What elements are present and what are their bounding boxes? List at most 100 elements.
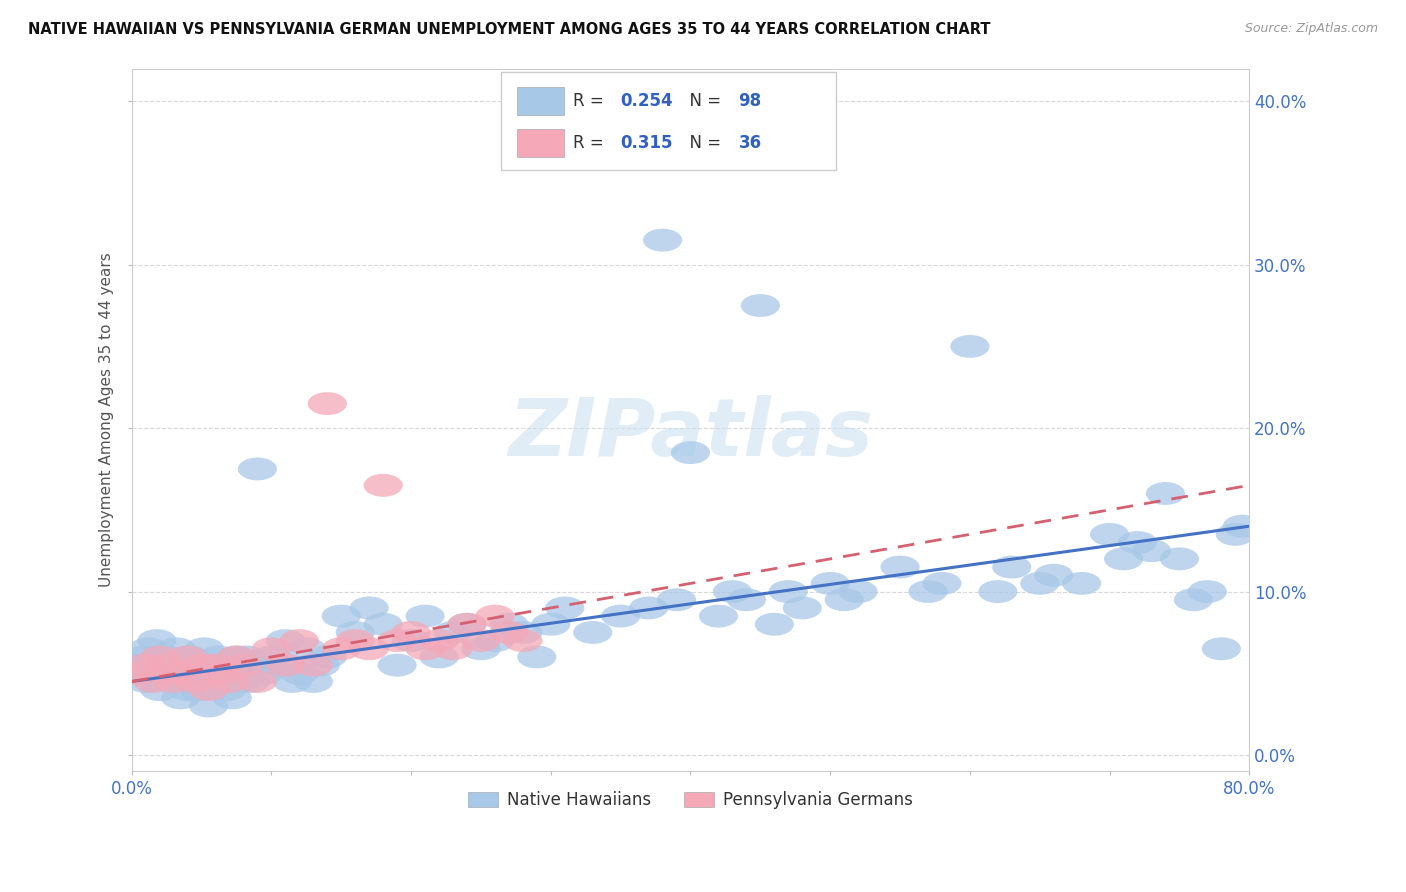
Ellipse shape	[195, 654, 235, 676]
Ellipse shape	[727, 589, 766, 611]
Ellipse shape	[378, 629, 416, 652]
Ellipse shape	[235, 654, 274, 676]
Ellipse shape	[405, 638, 444, 660]
Ellipse shape	[138, 629, 176, 652]
Ellipse shape	[179, 678, 218, 701]
Ellipse shape	[141, 646, 179, 668]
Text: 36: 36	[738, 134, 762, 153]
Ellipse shape	[419, 646, 458, 668]
Ellipse shape	[294, 670, 333, 693]
Ellipse shape	[193, 654, 232, 676]
Ellipse shape	[979, 580, 1018, 603]
Ellipse shape	[824, 589, 863, 611]
Ellipse shape	[120, 662, 159, 685]
Ellipse shape	[838, 580, 877, 603]
Ellipse shape	[252, 638, 291, 660]
Ellipse shape	[287, 638, 326, 660]
Ellipse shape	[1146, 482, 1185, 505]
Text: 0.254: 0.254	[620, 92, 672, 110]
Ellipse shape	[475, 629, 515, 652]
Ellipse shape	[141, 678, 179, 701]
Ellipse shape	[169, 678, 207, 701]
FancyBboxPatch shape	[517, 87, 564, 115]
Ellipse shape	[181, 662, 221, 685]
Ellipse shape	[405, 605, 444, 628]
Ellipse shape	[120, 654, 159, 676]
Text: ZIPatlas: ZIPatlas	[508, 395, 873, 473]
Ellipse shape	[1202, 638, 1241, 660]
Ellipse shape	[209, 670, 249, 693]
Ellipse shape	[221, 670, 260, 693]
Ellipse shape	[1216, 523, 1256, 546]
Ellipse shape	[280, 629, 319, 652]
Ellipse shape	[447, 613, 486, 636]
Ellipse shape	[202, 662, 242, 685]
Ellipse shape	[503, 621, 543, 644]
Ellipse shape	[1062, 572, 1101, 595]
Ellipse shape	[224, 654, 263, 676]
Ellipse shape	[188, 695, 228, 717]
Ellipse shape	[1035, 564, 1073, 587]
Ellipse shape	[127, 670, 166, 693]
Ellipse shape	[266, 654, 305, 676]
Ellipse shape	[475, 605, 515, 628]
Ellipse shape	[419, 629, 458, 652]
Ellipse shape	[378, 654, 416, 676]
Ellipse shape	[364, 613, 402, 636]
Ellipse shape	[1132, 540, 1171, 562]
Ellipse shape	[184, 638, 224, 660]
Ellipse shape	[259, 654, 298, 676]
Ellipse shape	[628, 597, 668, 619]
Ellipse shape	[783, 597, 823, 619]
Ellipse shape	[699, 605, 738, 628]
Ellipse shape	[188, 678, 228, 701]
Ellipse shape	[993, 556, 1032, 579]
Text: NATIVE HAWAIIAN VS PENNSYLVANIA GERMAN UNEMPLOYMENT AMONG AGES 35 TO 44 YEARS CO: NATIVE HAWAIIAN VS PENNSYLVANIA GERMAN U…	[28, 22, 991, 37]
Ellipse shape	[174, 670, 214, 693]
Ellipse shape	[226, 646, 266, 668]
Ellipse shape	[162, 686, 200, 709]
Ellipse shape	[1174, 589, 1213, 611]
Ellipse shape	[174, 654, 214, 676]
Ellipse shape	[134, 662, 172, 685]
Ellipse shape	[252, 646, 291, 668]
Ellipse shape	[741, 294, 780, 317]
Ellipse shape	[301, 654, 340, 676]
Ellipse shape	[336, 621, 375, 644]
Ellipse shape	[169, 646, 207, 668]
Ellipse shape	[224, 662, 263, 685]
Ellipse shape	[1104, 548, 1143, 570]
Ellipse shape	[1118, 531, 1157, 554]
FancyBboxPatch shape	[517, 129, 564, 157]
Ellipse shape	[574, 621, 612, 644]
Ellipse shape	[129, 638, 169, 660]
Ellipse shape	[391, 629, 430, 652]
Ellipse shape	[531, 613, 571, 636]
Ellipse shape	[461, 629, 501, 652]
Ellipse shape	[880, 556, 920, 579]
Ellipse shape	[447, 613, 486, 636]
Ellipse shape	[217, 646, 256, 668]
Text: 98: 98	[738, 92, 762, 110]
Ellipse shape	[238, 458, 277, 481]
Ellipse shape	[162, 662, 200, 685]
Ellipse shape	[209, 654, 249, 676]
Ellipse shape	[811, 572, 849, 595]
FancyBboxPatch shape	[501, 72, 835, 170]
Ellipse shape	[713, 580, 752, 603]
Ellipse shape	[546, 597, 585, 619]
Ellipse shape	[489, 613, 529, 636]
Legend: Native Hawaiians, Pennsylvania Germans: Native Hawaiians, Pennsylvania Germans	[461, 784, 920, 816]
Ellipse shape	[336, 629, 375, 652]
Ellipse shape	[1090, 523, 1129, 546]
Ellipse shape	[671, 442, 710, 464]
Text: R =: R =	[574, 92, 609, 110]
Ellipse shape	[433, 621, 472, 644]
Ellipse shape	[273, 670, 312, 693]
Ellipse shape	[1160, 548, 1199, 570]
Ellipse shape	[127, 654, 166, 676]
Ellipse shape	[391, 621, 430, 644]
Ellipse shape	[181, 654, 221, 676]
Ellipse shape	[155, 670, 193, 693]
Ellipse shape	[602, 605, 640, 628]
